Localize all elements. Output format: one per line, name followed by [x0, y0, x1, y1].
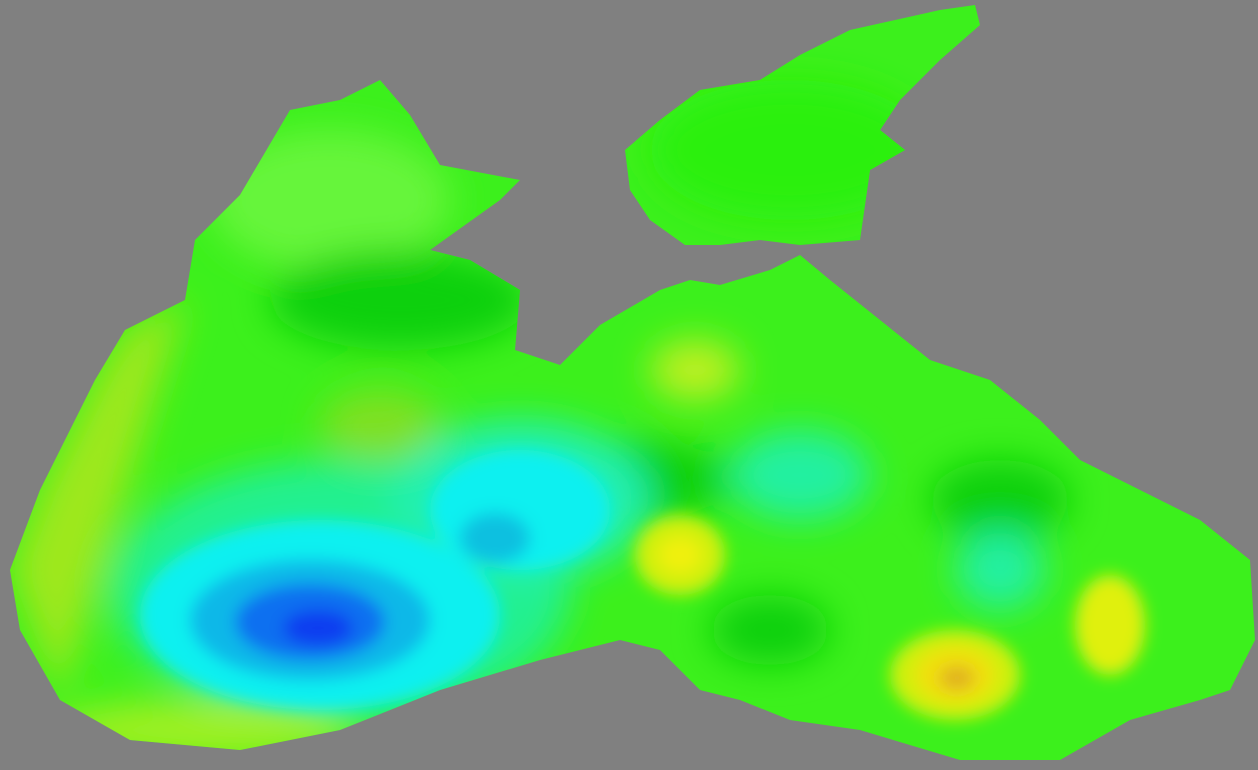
eddy-teal-center [730, 430, 870, 520]
dark-band-east [930, 460, 1070, 540]
dark-band-south [710, 595, 830, 665]
eddy-yellowgreen-west [320, 390, 440, 460]
gyre-west-core [283, 610, 353, 646]
eddy-yellow-center-core [658, 537, 702, 573]
coastal-rim [10, 300, 185, 700]
eddy-south-core [939, 666, 975, 690]
gyre-center-core [460, 513, 530, 563]
eddy-yellow-east [1075, 575, 1145, 675]
eddy-teal-east [955, 530, 1045, 610]
dark-band-north [270, 250, 530, 350]
eddy-yellowgreen-north [650, 340, 740, 400]
azov-field [650, 80, 930, 220]
shelf-north [210, 130, 450, 270]
